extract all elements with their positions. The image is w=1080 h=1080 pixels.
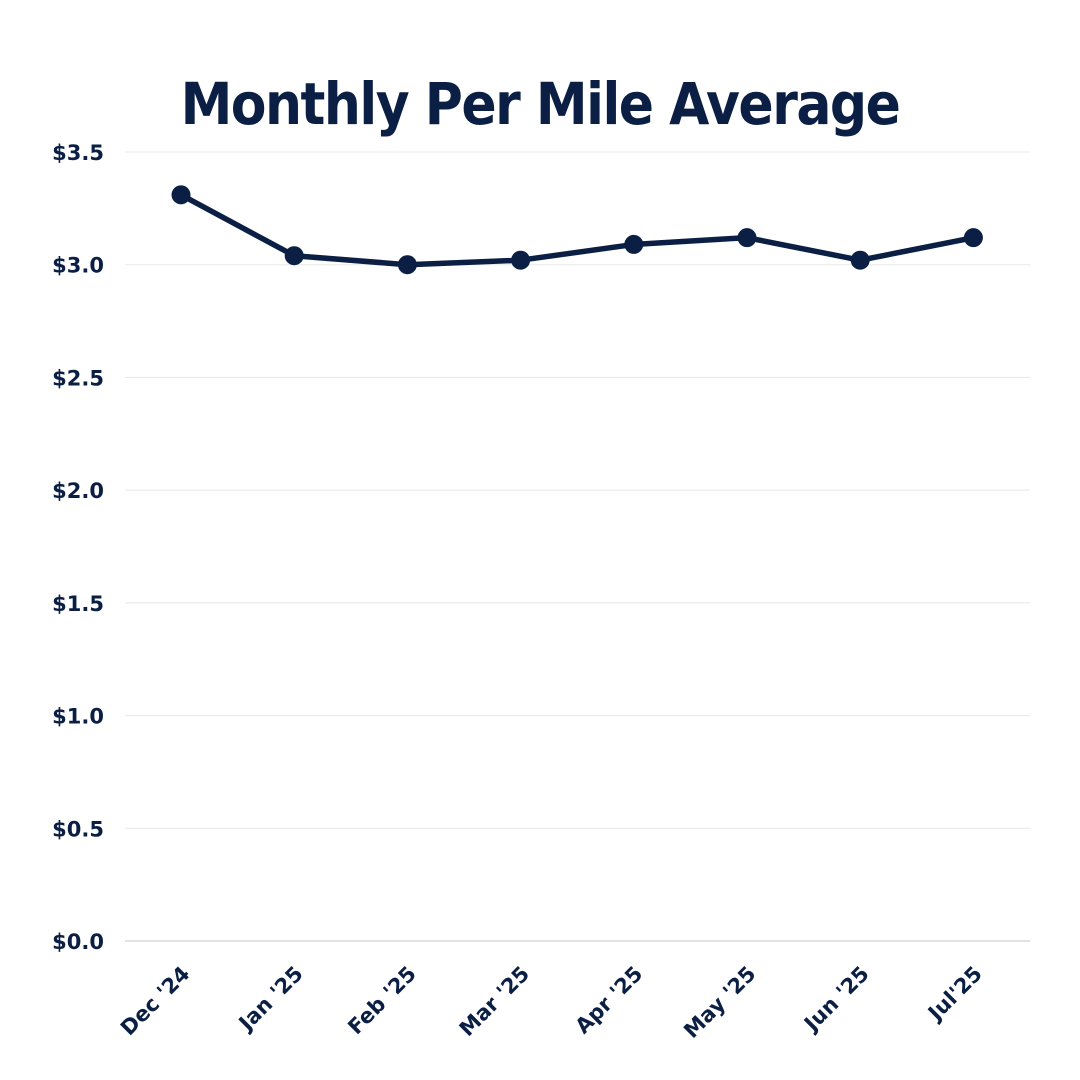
series-line bbox=[178, 192, 977, 268]
y-tick-label: $0.0 bbox=[52, 930, 104, 954]
y-tick-label: $2.0 bbox=[52, 479, 104, 503]
x-tick-label: Jun '25 bbox=[798, 962, 873, 1037]
y-axis-tick-labels: $0.0 $0.5 $1.0 $1.5 $2.0 $2.5 $3.0 $3.5 bbox=[52, 141, 104, 954]
data-point bbox=[737, 228, 757, 248]
x-tick-label: Jul'25 bbox=[922, 962, 987, 1027]
data-point bbox=[171, 185, 191, 205]
x-tick-label: Apr '25 bbox=[571, 962, 648, 1039]
y-tick-label: $1.0 bbox=[52, 705, 104, 729]
data-point bbox=[624, 234, 644, 254]
data-point bbox=[963, 228, 983, 248]
x-axis-tick-labels: Dec '24 Jan '25 Feb '25 Mar '25 Apr '25 May '… bbox=[116, 962, 987, 1043]
data-point bbox=[850, 250, 870, 270]
y-tick-label: $3.0 bbox=[52, 254, 104, 278]
series-layer bbox=[171, 185, 983, 275]
y-tick-label: $1.5 bbox=[52, 592, 104, 616]
x-tick-label: Dec '24 bbox=[116, 962, 195, 1041]
data-point bbox=[397, 255, 417, 275]
y-tick-label: $0.5 bbox=[52, 817, 104, 841]
y-tick-label: $3.5 bbox=[52, 141, 104, 165]
chart-title: Monthly Per Mile Average bbox=[180, 71, 901, 139]
data-point bbox=[511, 250, 531, 270]
x-tick-label: Feb '25 bbox=[343, 962, 421, 1040]
data-point bbox=[284, 246, 304, 266]
x-tick-label: May '25 bbox=[679, 962, 760, 1043]
y-tick-label: $2.5 bbox=[52, 366, 104, 390]
grid-lines bbox=[125, 151, 1030, 942]
x-tick-label: Mar '25 bbox=[455, 962, 534, 1041]
x-tick-label: Jan '25 bbox=[233, 962, 308, 1037]
